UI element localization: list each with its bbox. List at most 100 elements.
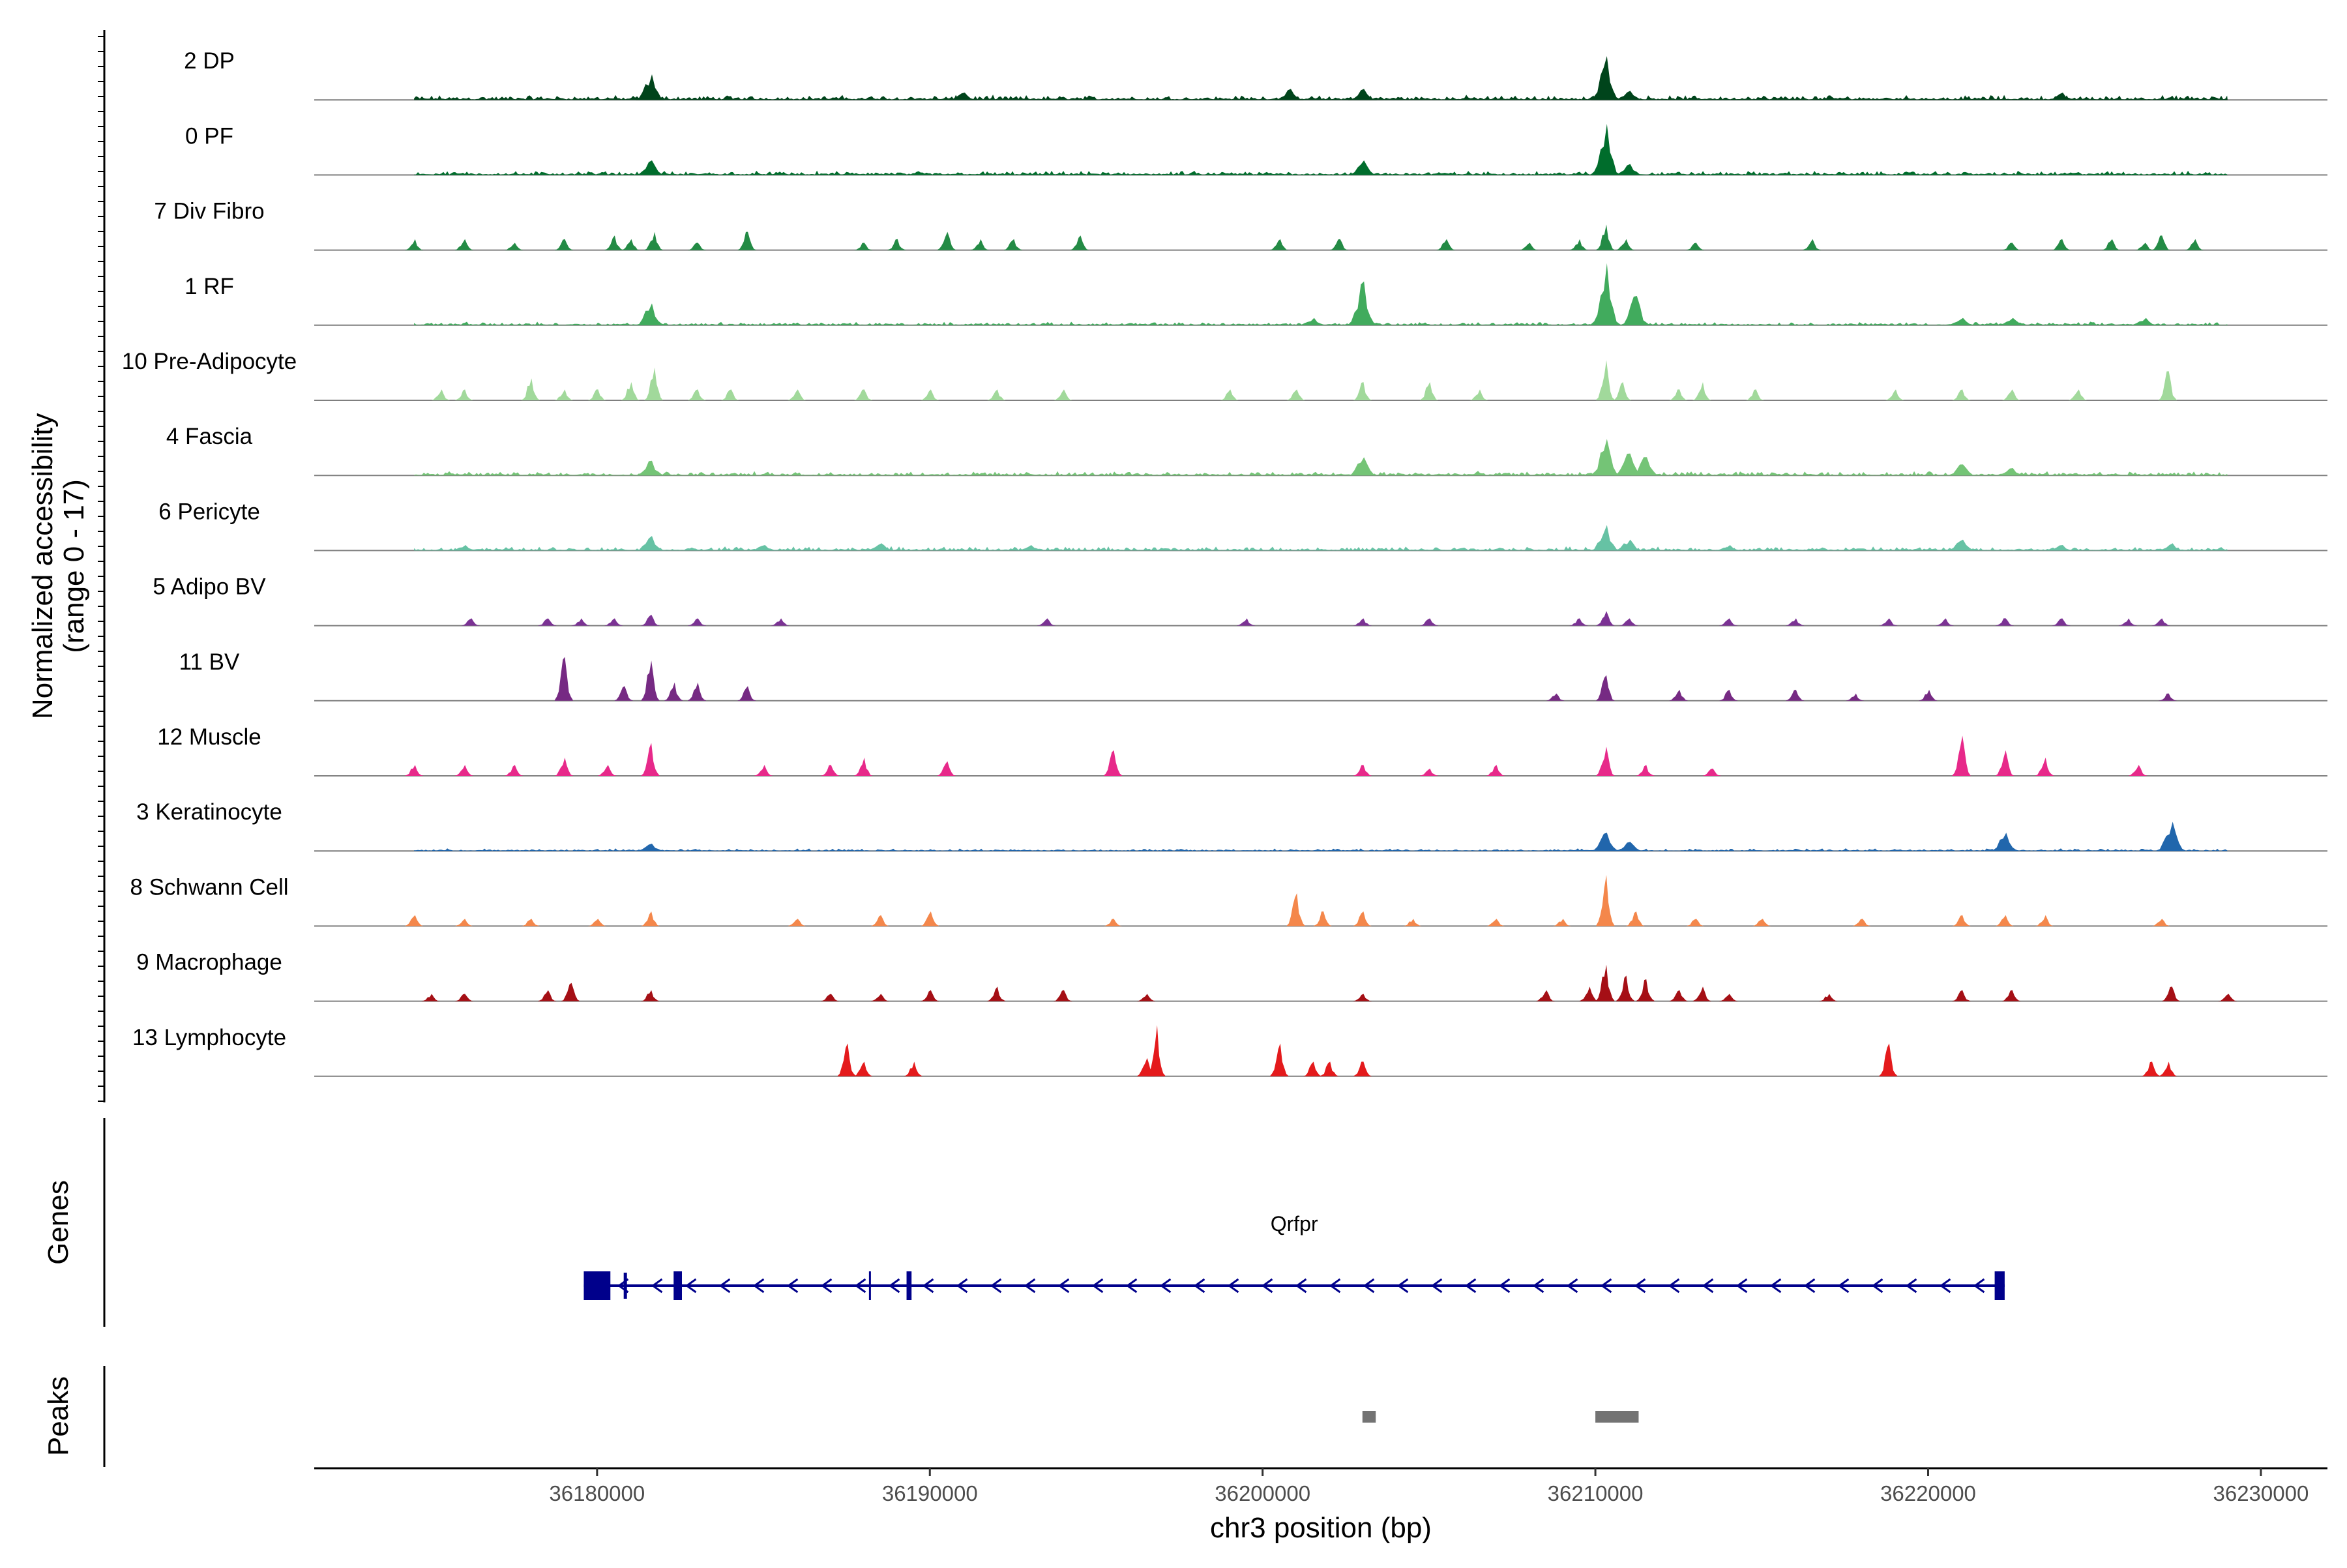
coverage-peak [921, 990, 939, 1001]
gene-exon [623, 1273, 627, 1299]
coverage-peak [2142, 1061, 2161, 1076]
coverage-peak [1879, 618, 1898, 626]
coverage-peak [2002, 389, 2021, 400]
track-background-signal [414, 471, 2228, 476]
strand-arrow [1532, 1278, 1544, 1294]
coverage-peak [1103, 919, 1122, 926]
coverage-peak [1719, 618, 1738, 626]
track-label: 1 RF [185, 274, 234, 299]
y-axis-range: (range 0 - 17) [58, 479, 90, 653]
coverage-peak [614, 686, 633, 701]
coverage-peak [687, 682, 706, 701]
coverage-peak [1636, 979, 1655, 1001]
coverage-peak [1579, 986, 1598, 1001]
coverage-peak [1616, 975, 1635, 1001]
coverage-peak [1786, 618, 1805, 626]
coverage-peak [554, 657, 573, 701]
coverage-peak [865, 543, 894, 551]
coverage-peak [1348, 160, 1377, 175]
coverage-peak [454, 919, 473, 926]
coverage-peak [937, 761, 956, 776]
coverage-peak [641, 911, 660, 926]
coverage-peak [1313, 911, 1332, 926]
coverage-peak [1947, 464, 1976, 476]
strand-arrow [1735, 1278, 1748, 1294]
coverage-peak [1596, 747, 1615, 776]
coverage-peak [2035, 758, 2054, 776]
coverage-peak [1037, 618, 1055, 626]
coverage-peak [1819, 994, 1838, 1001]
coverage-peak [636, 844, 665, 851]
coverage-peak [641, 743, 660, 776]
strand-arrow [718, 1278, 731, 1294]
coverage-peak [1995, 750, 2014, 776]
coverage-peak [1591, 439, 1620, 476]
coverage-peak [1553, 919, 1572, 926]
coverage-peak [1719, 690, 1738, 701]
track-13-lymphocyte: 13 Lymphocyte [132, 1025, 2327, 1077]
x-tick-label: 36200000 [1215, 1481, 1310, 1505]
coverage-peak [636, 74, 665, 100]
coverage-peak [1054, 990, 1072, 1001]
coverage-peak [636, 160, 665, 175]
coverage-peak [1330, 239, 1349, 250]
strand-arrow [1430, 1278, 1443, 1294]
track-4-fascia: 4 Fascia [166, 424, 2327, 477]
coverage-peak [737, 231, 756, 250]
strand-arrow [1939, 1278, 1951, 1294]
coverage-peak [1137, 994, 1156, 1001]
coverage-peak [2151, 618, 2170, 626]
coverage-peak [1569, 239, 1588, 250]
coverage-peak [644, 231, 663, 250]
coverage-peak [1614, 539, 1644, 551]
x-axis-title: chr3 position (bp) [1210, 1512, 1432, 1544]
coverage-peak [1614, 91, 1644, 100]
coverage-peak [1569, 618, 1588, 626]
coverage-peak [1621, 296, 1650, 325]
strand-arrow [1227, 1278, 1239, 1294]
peak-region [1595, 1411, 1639, 1423]
coverage-peak [854, 1061, 873, 1076]
coverage-peak [1015, 545, 1044, 551]
strand-arrow [1702, 1278, 1714, 1294]
coverage-peak [538, 618, 557, 626]
coverage-peak [1752, 919, 1771, 926]
coverage-peak [2129, 765, 2148, 776]
coverage-peak [644, 367, 663, 400]
coverage-peak [454, 765, 473, 776]
coverage-peak [1520, 243, 1539, 250]
coverage-peak [1546, 693, 1565, 701]
coverage-peak [921, 911, 939, 926]
coverage-peak [749, 545, 778, 551]
track-0-pf: 0 PF [185, 123, 2327, 176]
coverage-peak [1997, 318, 2026, 325]
coverage-peak [821, 765, 840, 776]
coverage-peak [636, 460, 665, 476]
coverage-peak [2002, 990, 2021, 1001]
coverage-peak [454, 994, 473, 1001]
coverage-peak [664, 682, 683, 701]
coverage-peak [754, 765, 773, 776]
strand-arrow [922, 1278, 934, 1294]
coverage-peak [598, 765, 617, 776]
track-5-adipo-bv: 5 Adipo BV [153, 574, 2327, 627]
coverage-peak [737, 686, 756, 701]
track-label: 8 Schwann Cell [130, 874, 288, 900]
coverage-peak [449, 545, 479, 551]
coverage-peak [970, 239, 989, 250]
coverage-peak [2052, 618, 2071, 626]
coverage-peak [1714, 545, 1743, 551]
track-3-keratinocyte: 3 Keratinocyte [136, 799, 2327, 852]
coverage-peak [1103, 750, 1122, 776]
peak-region [1362, 1411, 1376, 1423]
y-axis-title: Normalized accessibility [27, 413, 59, 719]
coverage-peak [1348, 281, 1377, 325]
strand-arrow [1566, 1278, 1578, 1294]
strand-arrow [752, 1278, 765, 1294]
genes-panel: Genes Qrfpr [42, 1118, 2005, 1327]
coverage-peak [554, 758, 573, 776]
coverage-peak [554, 389, 573, 400]
coverage-peak [1995, 915, 2014, 926]
strand-arrow [1261, 1278, 1273, 1294]
